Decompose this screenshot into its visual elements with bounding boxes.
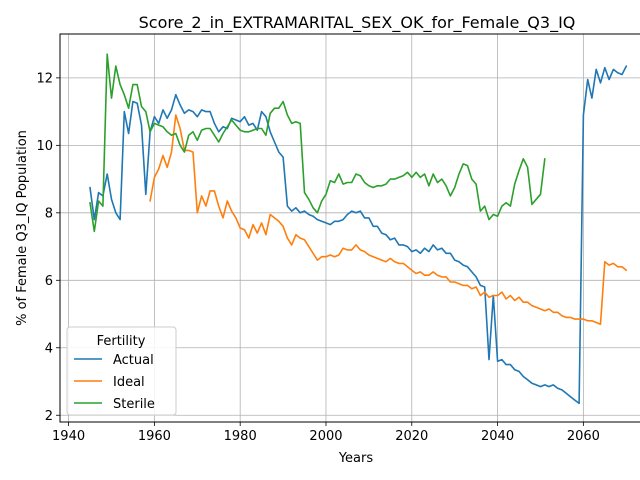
y-tick-label: 6: [45, 274, 53, 289]
y-tick-label: 4: [45, 341, 53, 356]
y-tick-label: 12: [36, 71, 53, 86]
legend-label-ideal: Ideal: [113, 375, 145, 390]
legend-title: Fertility: [97, 334, 146, 349]
y-tick-label: 10: [36, 139, 53, 154]
x-tick-label: 1940: [52, 429, 85, 444]
legend-label-sterile: Sterile: [113, 397, 155, 412]
series-line-ideal: [149, 114, 628, 326]
series-line-actual: [89, 65, 628, 405]
y-tick-label: 2: [45, 409, 53, 424]
y-axis: 2 4 6 8 10 12: [36, 71, 60, 424]
chart-title: Score_2_in_EXTRAMARITAL_SEX_OK_for_Femal…: [139, 13, 576, 33]
series-lines: [89, 53, 628, 405]
legend: Fertility Actual Ideal Sterile: [66, 326, 177, 416]
x-tick-label: 1960: [138, 429, 171, 444]
x-tick-label: 2020: [395, 429, 428, 444]
x-tick-label: 2040: [481, 429, 514, 444]
x-axis: 1940 1960 1980 2000 2020 2040 2060: [52, 422, 600, 444]
legend-box: [66, 326, 177, 416]
y-tick-label: 8: [45, 206, 53, 221]
legend-label-actual: Actual: [113, 353, 154, 368]
plot-frame: [59, 33, 640, 423]
x-axis-label: Years: [338, 451, 374, 466]
x-tick-label: 2060: [567, 429, 600, 444]
series-line-sterile: [89, 53, 546, 233]
x-tick-label: 2000: [309, 429, 342, 444]
y-axis-label: % of Female Q3_IQ Population: [15, 130, 30, 326]
x-tick-label: 1980: [224, 429, 257, 444]
